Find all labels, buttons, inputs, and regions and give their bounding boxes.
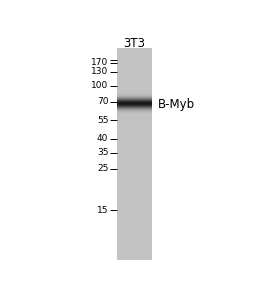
Text: 100: 100 <box>91 81 108 90</box>
Text: 25: 25 <box>97 164 108 173</box>
Text: 170: 170 <box>91 58 108 67</box>
Text: 35: 35 <box>97 148 108 157</box>
Text: 40: 40 <box>97 134 108 143</box>
Text: B-Myb: B-Myb <box>158 98 195 111</box>
Text: 3T3: 3T3 <box>123 37 145 50</box>
Text: 130: 130 <box>91 67 108 76</box>
Text: 70: 70 <box>97 97 108 106</box>
Text: 15: 15 <box>97 206 108 215</box>
Text: 55: 55 <box>97 116 108 125</box>
